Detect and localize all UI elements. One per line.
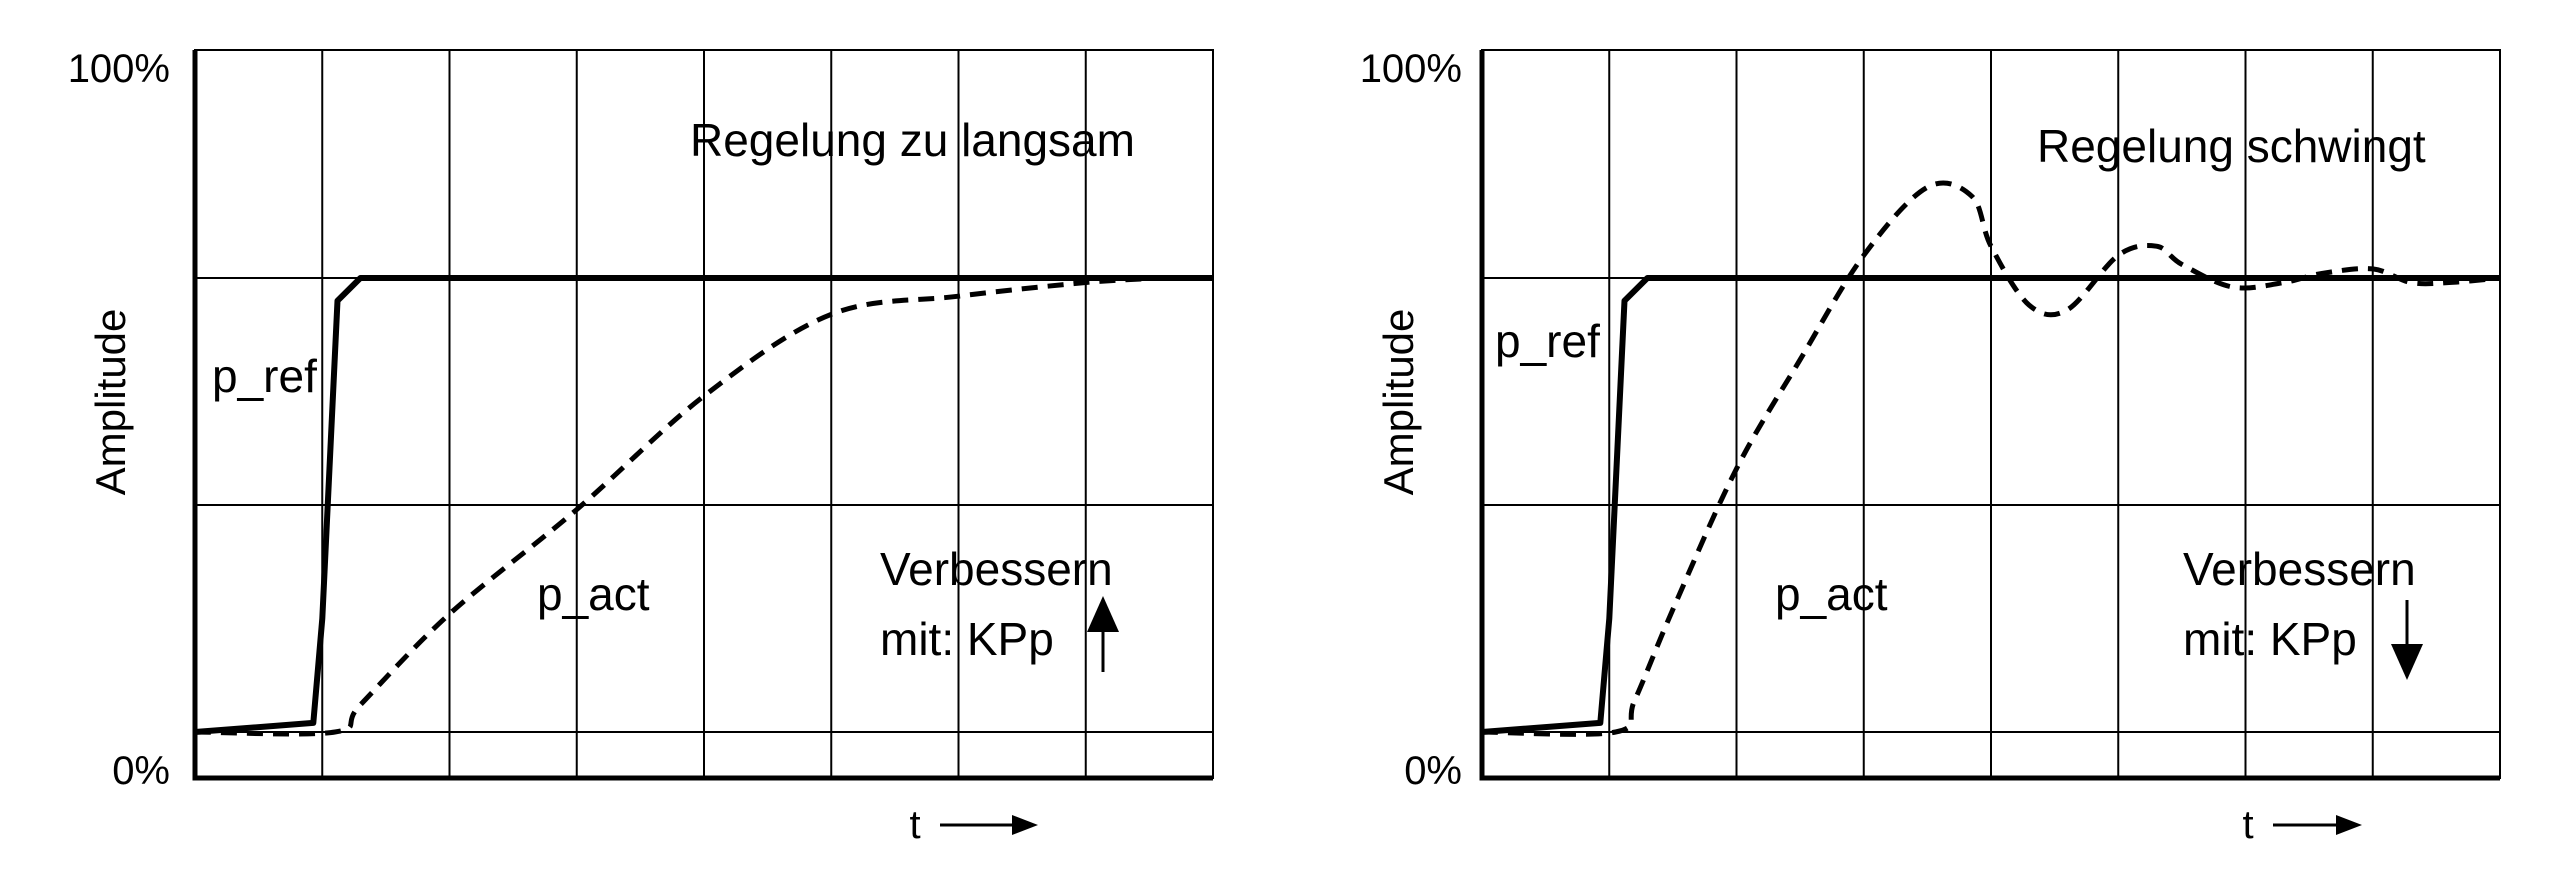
series-label-p-act: p_act (1775, 568, 1888, 620)
x-axis-arrow-icon (2273, 815, 2362, 835)
y-axis-label: Amplitude (87, 309, 134, 496)
y-tick-label-0: 0% (1404, 749, 1462, 793)
series-label-p-ref: p_ref (1495, 315, 1600, 367)
series-label-p-act: p_act (537, 568, 650, 620)
y-tick-label-100: 100% (1360, 47, 1462, 91)
annotation-text: Regelung schwingt (2037, 120, 2426, 172)
hint-line-2: mit: KPp (2183, 613, 2357, 665)
series-line-p-act (194, 275, 1163, 737)
series-line-p-ref (194, 275, 1213, 735)
grid-lines-right (1482, 50, 2500, 778)
hint-line-1: Verbessern (2183, 543, 2416, 595)
series-line-p-act (1481, 180, 2501, 737)
arrow-down-icon (2391, 600, 2423, 680)
series-label-p-ref: p_ref (212, 350, 317, 402)
y-tick-label-100: 100% (68, 47, 170, 91)
series-line-p-ref (1481, 275, 2500, 735)
axes-right (1479, 50, 2500, 781)
series-group-right (1481, 180, 2501, 737)
axes-left (192, 50, 1213, 781)
y-axis-label: Amplitude (1375, 309, 1422, 496)
chart-panel-left: 100% 0% Amplitude t p_ref p_act Regelung… (68, 47, 1214, 847)
x-axis-label: t (2242, 803, 2253, 847)
hint-line-2: mit: KPp (880, 613, 1054, 665)
hint-line-1: Verbessern (880, 543, 1113, 595)
x-axis-label: t (909, 803, 920, 847)
series-group-left (194, 275, 1213, 737)
chart-panel-right: 100% 0% Amplitude t p_ref p_act Regelung… (1360, 47, 2501, 847)
x-axis-arrow-icon (940, 815, 1038, 835)
arrow-up-icon (1087, 596, 1119, 672)
annotation-text: Regelung zu langsam (690, 114, 1135, 166)
y-tick-label-0: 0% (112, 749, 170, 793)
